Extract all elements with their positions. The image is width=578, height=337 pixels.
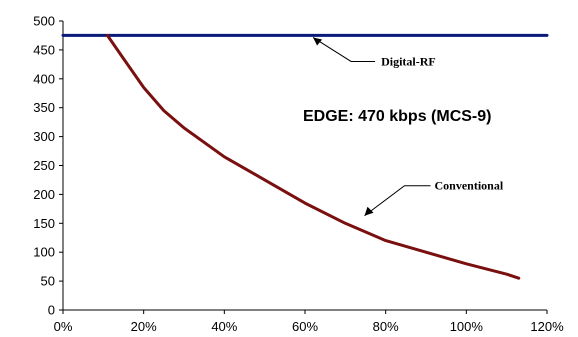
- y-tick-label: 400: [33, 71, 55, 86]
- edge-annotation: EDGE: 470 kbps (MCS-9): [303, 108, 491, 125]
- digital-rf-arrow: [312, 37, 376, 62]
- x-tick-label: 20%: [131, 319, 157, 334]
- conventional-arrowhead: [364, 206, 374, 216]
- y-tick-group: 0 50 100 150 200 250 300 350 400 450 500: [33, 14, 63, 318]
- digital-rf-annotation: Digital-RF: [312, 37, 436, 68]
- series-group: [61, 33, 549, 280]
- conventional-line: [105, 33, 521, 280]
- x-tick-label: 80%: [373, 319, 399, 334]
- digital-rf-label: Digital-RF: [381, 54, 436, 68]
- x-tick-group: 0% 20% 40% 60% 80% 100% 120%: [54, 310, 564, 334]
- y-tick-label: 450: [33, 42, 55, 57]
- y-tick-label: 100: [33, 245, 55, 260]
- conventional-arrow: [364, 185, 431, 217]
- y-tick-label: 250: [33, 158, 55, 173]
- y-tick-label: 50: [41, 274, 55, 289]
- y-tick-label: 350: [33, 100, 55, 115]
- y-tick-label: 500: [33, 14, 55, 29]
- y-tick-label: 300: [33, 129, 55, 144]
- digital-rf-arrowhead: [313, 37, 323, 46]
- x-tick-label: 0%: [54, 319, 73, 334]
- y-tick-label: 0: [48, 303, 55, 318]
- x-tick-label: 60%: [292, 319, 318, 334]
- conventional-label: Conventional: [435, 179, 504, 193]
- x-tick-label: 40%: [211, 319, 237, 334]
- x-tick-label: 100%: [450, 319, 484, 334]
- y-tick-label: 150: [33, 216, 55, 231]
- conventional-annotation: Conventional: [364, 179, 504, 217]
- y-tick-label: 200: [33, 187, 55, 202]
- x-tick-label: 120%: [530, 319, 564, 334]
